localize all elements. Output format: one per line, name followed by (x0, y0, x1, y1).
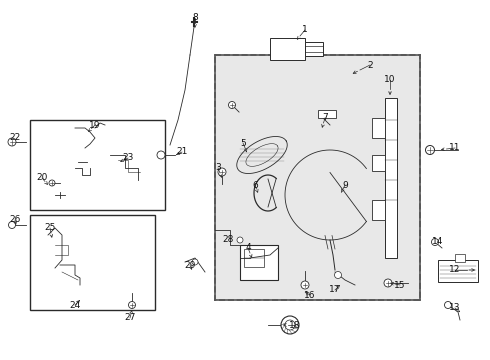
Circle shape (228, 102, 236, 108)
Circle shape (237, 237, 243, 243)
Bar (240, 245, 278, 280)
Text: 9: 9 (342, 180, 348, 189)
Text: 19: 19 (89, 121, 101, 130)
Circle shape (157, 151, 165, 159)
Text: 21: 21 (176, 148, 188, 157)
Bar (30, 120, 165, 210)
Text: 18: 18 (289, 320, 301, 329)
Circle shape (49, 180, 55, 186)
Bar (385, 98, 397, 258)
Text: 12: 12 (449, 266, 461, 274)
Text: 1: 1 (302, 26, 308, 35)
Circle shape (425, 145, 435, 154)
Circle shape (432, 238, 439, 246)
Text: 13: 13 (449, 303, 461, 312)
Circle shape (335, 271, 342, 279)
Text: 11: 11 (449, 144, 461, 153)
Text: 23: 23 (122, 153, 134, 162)
Text: 29: 29 (184, 261, 196, 270)
Text: 5: 5 (240, 139, 246, 148)
Bar (318, 110, 336, 118)
Text: 26: 26 (9, 216, 21, 225)
Bar (372, 155, 385, 171)
Bar (244, 249, 264, 267)
Text: 8: 8 (192, 13, 198, 22)
Text: 7: 7 (322, 113, 328, 122)
Text: 4: 4 (245, 243, 251, 252)
Text: 27: 27 (124, 314, 136, 323)
Text: 25: 25 (44, 224, 56, 233)
Circle shape (444, 302, 451, 309)
Circle shape (128, 302, 136, 309)
Bar (372, 118, 385, 138)
Bar (372, 200, 385, 220)
Circle shape (192, 259, 198, 265)
Text: 22: 22 (9, 134, 21, 143)
Circle shape (218, 168, 226, 176)
Text: 24: 24 (70, 301, 81, 310)
Circle shape (301, 281, 309, 289)
Circle shape (384, 279, 392, 287)
Circle shape (281, 316, 299, 334)
Bar (30, 215, 155, 310)
Text: 28: 28 (222, 235, 234, 244)
Bar (455, 254, 465, 262)
Bar (438, 260, 478, 282)
Text: 16: 16 (304, 291, 316, 300)
Bar (305, 42, 323, 56)
Text: 15: 15 (394, 280, 406, 289)
Circle shape (8, 221, 16, 229)
Text: 10: 10 (384, 76, 396, 85)
Text: 6: 6 (252, 180, 258, 189)
Bar (215, 55, 420, 300)
Bar (270, 38, 305, 60)
Text: 20: 20 (36, 174, 48, 183)
Circle shape (285, 320, 295, 330)
Text: 17: 17 (329, 285, 341, 294)
Text: 2: 2 (367, 60, 373, 69)
Circle shape (8, 138, 16, 146)
Text: 3: 3 (215, 163, 221, 172)
Text: 14: 14 (432, 238, 443, 247)
